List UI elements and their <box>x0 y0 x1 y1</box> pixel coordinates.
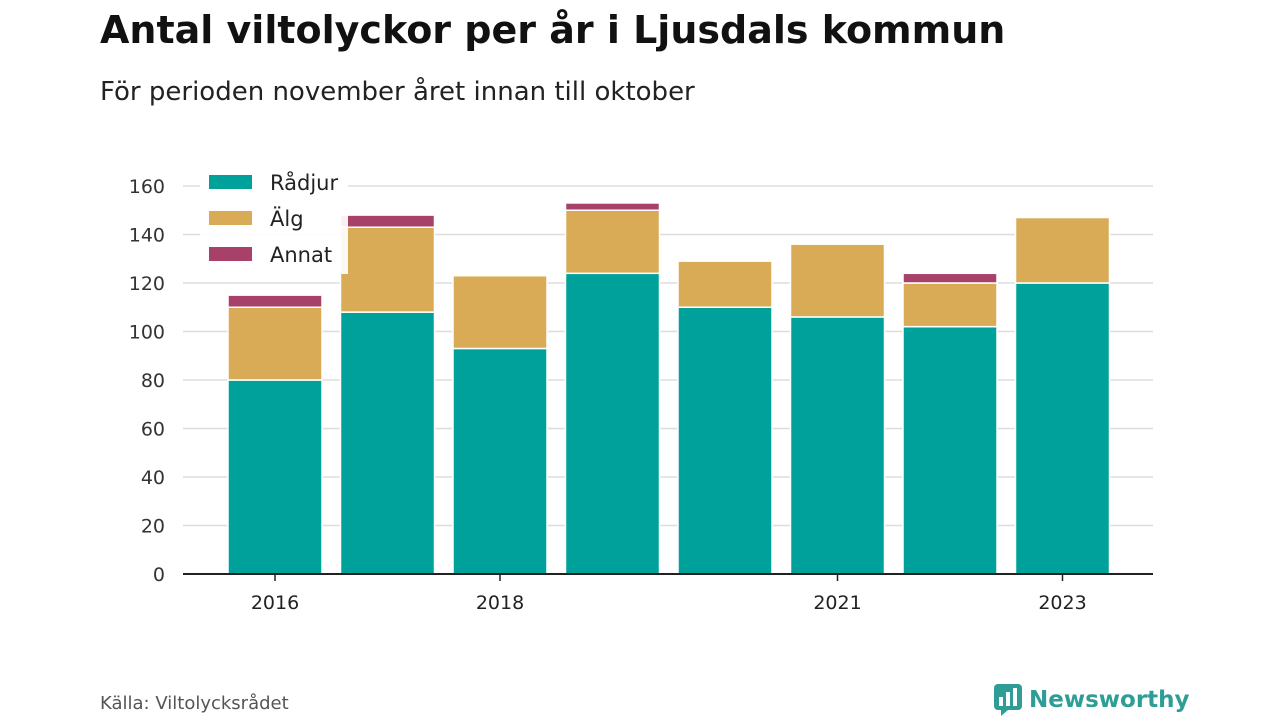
bar-segment-rådjur-2017 <box>339 311 436 575</box>
x-tick-label: 2016 <box>251 592 299 614</box>
x-tick-label: 2018 <box>476 592 524 614</box>
legend-label: Älg <box>270 206 304 231</box>
y-tick-label: 60 <box>141 419 165 441</box>
bar-segment-älg-2018 <box>452 274 548 350</box>
newsworthy-logo-icon <box>994 684 1022 716</box>
legend-label: Rådjur <box>270 170 338 195</box>
bar-segment-älg-2017 <box>339 226 436 313</box>
bar-segment-annat-2019 <box>564 202 661 212</box>
chart-title: Antal viltolyckor per år i Ljusdals komm… <box>100 8 1006 52</box>
y-tick-label: 100 <box>129 322 165 344</box>
bar-segment-rådjur-2021 <box>789 316 886 575</box>
y-tick-label: 120 <box>129 273 165 295</box>
y-tick-label: 80 <box>141 370 165 392</box>
bars <box>227 202 1111 575</box>
y-tick-label: 160 <box>129 176 165 198</box>
x-tick-label: 2021 <box>813 592 861 614</box>
brand-logo: Newsworthy <box>993 683 1190 717</box>
y-tick-label: 0 <box>153 564 165 586</box>
y-tick-label: 20 <box>141 516 165 538</box>
axes: 0 20 40 60 80 100 120 140 160 2016 2018 2021 2023 <box>129 176 1153 614</box>
bar-segment-rådjur-2016 <box>227 379 323 575</box>
bar-segment-annat-2017 <box>339 214 436 228</box>
bar-segment-älg-2016 <box>227 306 323 381</box>
legend-label: Annat <box>270 243 332 267</box>
bar-segment-rådjur-2020 <box>677 306 773 575</box>
chart-subtitle: För perioden november året innan till ok… <box>100 77 695 107</box>
y-tick-label: 40 <box>141 467 165 489</box>
bar-segment-rådjur-2019 <box>564 272 661 575</box>
bar-segment-älg-2019 <box>564 209 661 275</box>
bar-segment-älg-2022 <box>902 282 998 328</box>
brand-name: Newsworthy <box>1029 687 1190 713</box>
source-note: Källa: Viltolycksrådet <box>100 693 289 714</box>
bar-segment-älg-2021 <box>789 243 886 318</box>
legend-swatch-rådjur <box>209 175 252 189</box>
y-tick-label: 140 <box>129 225 165 247</box>
legend-swatch-älg <box>209 211 252 225</box>
bar-segment-annat-2016 <box>227 294 323 308</box>
x-tick-label: 2023 <box>1038 592 1086 614</box>
bar-segment-rådjur-2022 <box>902 325 998 575</box>
legend: Rådjur Älg Annat <box>200 166 348 274</box>
legend-swatch-annat <box>209 247 252 261</box>
bar-segment-annat-2022 <box>902 272 998 284</box>
bar-segment-älg-2023 <box>1014 216 1111 284</box>
bar-segment-rådjur-2023 <box>1014 282 1111 575</box>
bar-segment-rådjur-2018 <box>452 347 548 575</box>
bar-segment-älg-2020 <box>677 260 773 308</box>
